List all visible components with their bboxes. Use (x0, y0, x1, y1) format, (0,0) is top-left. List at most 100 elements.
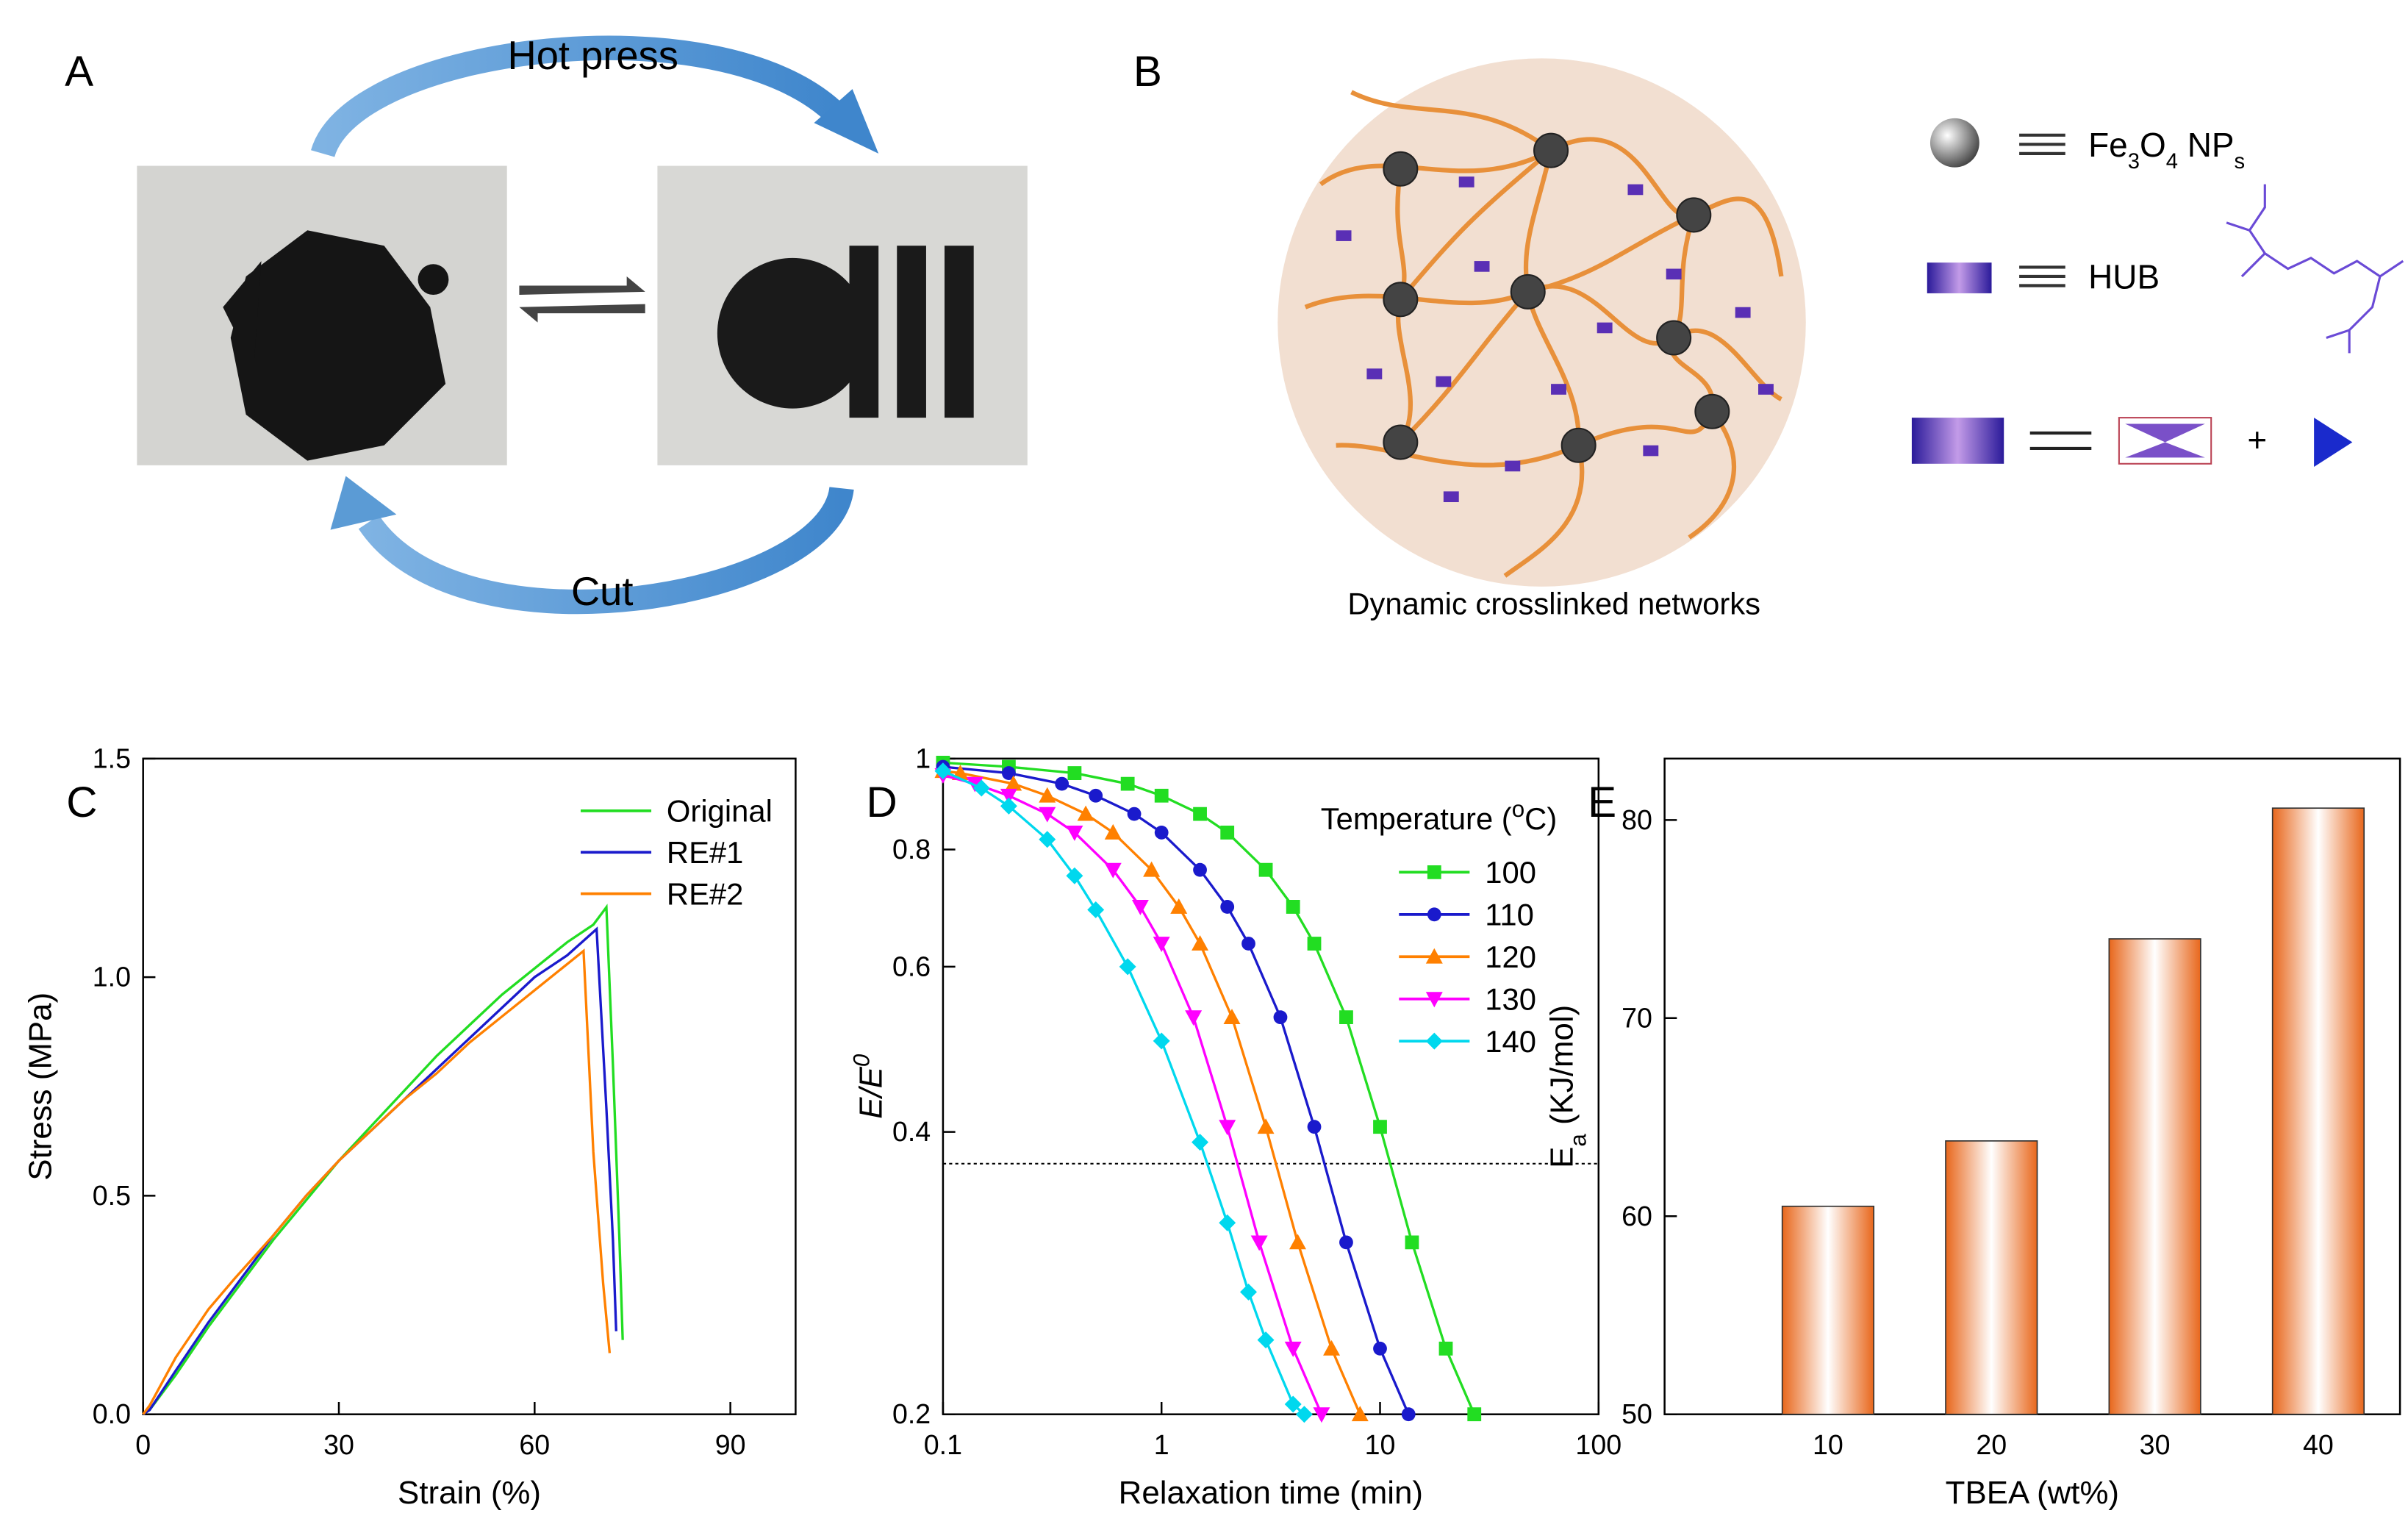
marker (1120, 776, 1135, 791)
series-line (942, 770, 1305, 1415)
marker (1307, 937, 1322, 951)
x-axis-label: Relaxation time (min) (1119, 1475, 1423, 1511)
equiv (2019, 133, 2065, 287)
pieces (223, 230, 449, 461)
bar (1945, 1140, 2038, 1415)
marker (1066, 826, 1083, 841)
marker (1153, 1032, 1170, 1050)
marker (1067, 766, 1082, 780)
marker (1241, 937, 1255, 951)
x-tick-label: 100 (1575, 1429, 1622, 1460)
charts: C 0 30 60 90 0.0 0.5 1.0 1.5 Strain (%) Stress (MP… (22, 743, 2401, 1511)
marker (1284, 1341, 1302, 1357)
x-tick-label: 30 (2140, 1429, 2171, 1460)
y-tick-label: 80 (1622, 804, 1652, 835)
bar (1781, 1205, 1875, 1415)
marker (1119, 958, 1136, 976)
marker (1143, 861, 1161, 877)
y-tick-label: 0.5 (93, 1180, 131, 1211)
marker (1258, 862, 1273, 877)
plot-frame (142, 757, 797, 1415)
label-part: (KJ/mol) (1544, 1005, 1580, 1134)
marker (1323, 1340, 1341, 1356)
label-part: o (1512, 795, 1524, 821)
axis-label: Ea (KJ/mol) (1544, 1005, 1591, 1168)
equilibrium-arrows (519, 276, 645, 323)
y-tick-label: 0.6 (892, 951, 931, 981)
marker (972, 779, 990, 797)
marker (1307, 1120, 1322, 1134)
marker (1104, 862, 1122, 879)
hub-bond (1911, 418, 2004, 464)
x-tick-label: 20 (1976, 1429, 2007, 1460)
marker (1351, 1406, 1369, 1422)
series-line (142, 904, 624, 1416)
marker (1313, 1407, 1330, 1423)
legend-label: RE#2 (667, 876, 743, 911)
x-tick-label: 10 (1365, 1429, 1396, 1460)
label-part: E/E (853, 1066, 889, 1118)
marker (1077, 805, 1094, 821)
x-axis-label: Strain (%) (398, 1475, 541, 1511)
y-tick-label: 1.5 (93, 743, 131, 773)
panel-a: A Hot press Cut (65, 33, 1028, 615)
arrowhead (814, 89, 879, 154)
marker (1000, 788, 1017, 804)
axis-label: E/E0 (848, 1054, 889, 1119)
y-tick-label: 0.2 (892, 1398, 931, 1429)
marker (1373, 1120, 1387, 1134)
x-tick-label: 0 (135, 1429, 151, 1460)
label-part: Temperature ( (1321, 801, 1512, 836)
marker (1284, 1395, 1302, 1413)
panel-label: C (66, 779, 97, 826)
np-label: Fe3O4 NPs (2088, 126, 2245, 174)
legend-label: 130 (1485, 981, 1536, 1016)
marker (1104, 823, 1122, 840)
marker (1438, 1341, 1453, 1356)
t: 4 (2166, 150, 2178, 174)
t: O (2140, 126, 2166, 164)
marker (1257, 1331, 1275, 1349)
marker (1089, 788, 1103, 803)
marker (1289, 1234, 1306, 1250)
t: 3 (2128, 150, 2140, 174)
marker (1240, 1283, 1258, 1301)
isocyanate (2314, 418, 2353, 467)
y-tick-label: 70 (1622, 1002, 1652, 1033)
legend-label: 110 (1485, 897, 1534, 931)
np-icon (1929, 118, 1979, 168)
marker (1193, 807, 1207, 821)
label-part: C) (1524, 801, 1557, 836)
panel-b: B Dynamic crosslinked networks Fe3O4 NPs… (1133, 48, 2404, 621)
marker (1273, 1010, 1288, 1025)
y-tick-label: 60 (1622, 1201, 1652, 1231)
legend-label: 120 (1485, 940, 1536, 974)
marker (1220, 826, 1235, 840)
marker (1219, 1214, 1236, 1231)
marker (1192, 1134, 1209, 1151)
y-tick-label: 0.0 (93, 1398, 131, 1429)
marker (1153, 937, 1170, 952)
marker (1002, 766, 1016, 780)
marker (1250, 1235, 1268, 1251)
marker (1339, 1235, 1353, 1250)
x-tick-label: 1 (1154, 1429, 1169, 1460)
series-line (142, 926, 617, 1416)
legend-label: Original (667, 793, 773, 828)
marker (1401, 1407, 1416, 1422)
t: NP (2178, 126, 2235, 164)
y-tick-label: 1 (915, 743, 931, 773)
marker (1005, 775, 1022, 791)
legend-label: RE#1 (667, 835, 743, 870)
hub-icon (1927, 262, 1992, 293)
y-tick-label: 1.0 (93, 962, 131, 993)
panel-label: D (866, 779, 897, 826)
marker (1087, 901, 1105, 918)
bar (2108, 938, 2201, 1415)
marker (1220, 900, 1235, 914)
hub-structure (2226, 184, 2404, 354)
disc (717, 257, 868, 409)
marker (1154, 788, 1169, 803)
arrow-top (311, 35, 846, 158)
